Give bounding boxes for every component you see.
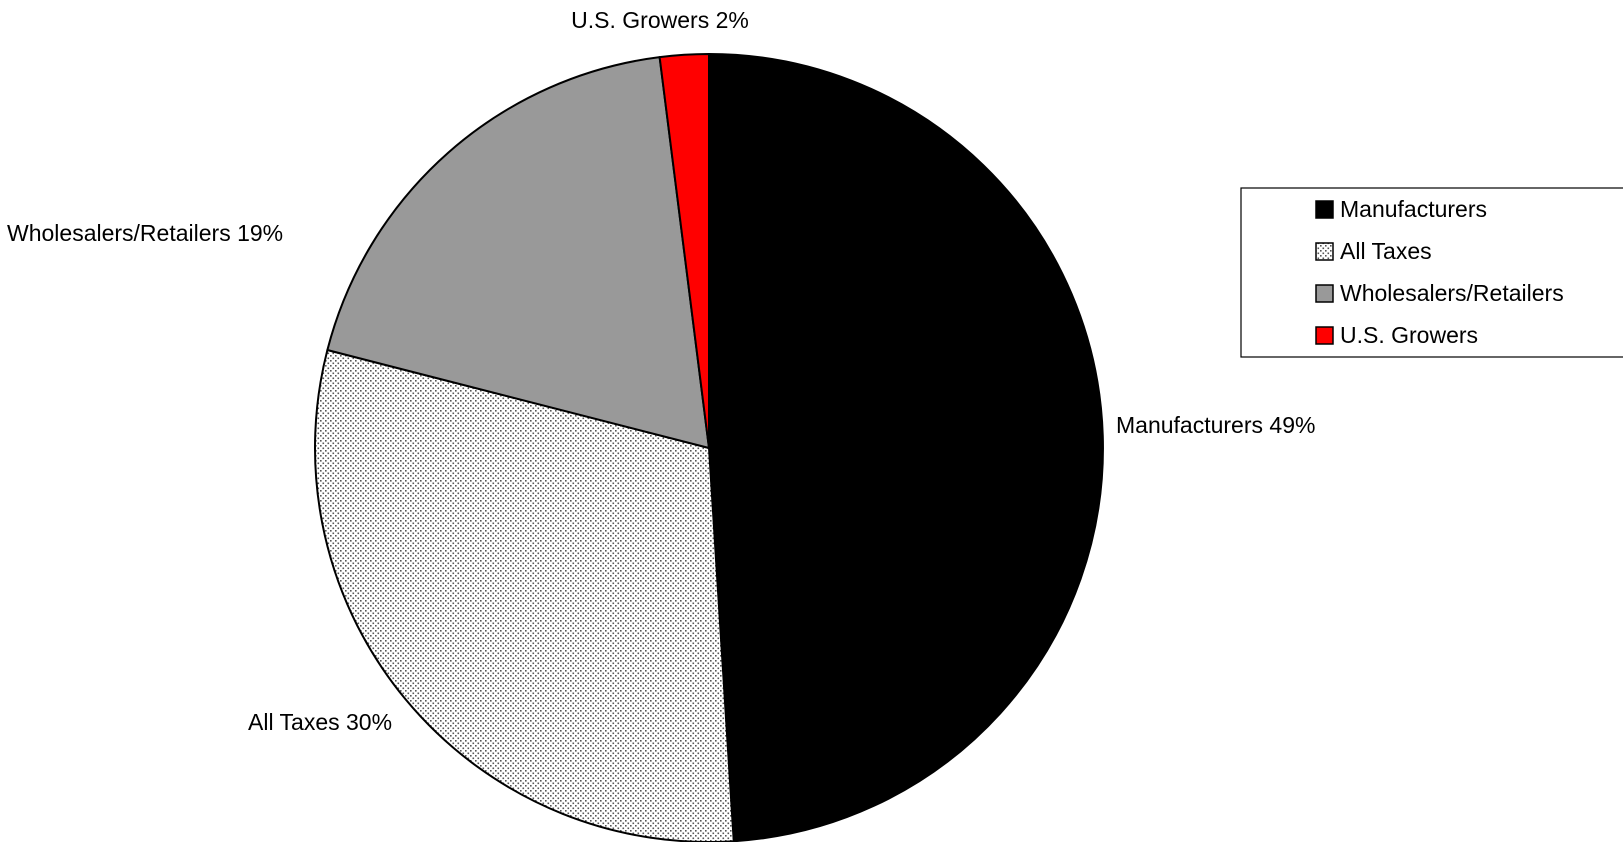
legend-label-manufacturers: Manufacturers [1340, 196, 1487, 222]
legend-swatch-all-taxes [1315, 242, 1334, 261]
pie-slice-wholesalers-retailers [326, 56, 710, 449]
legend: Manufacturers All Taxes Wholesalers/Retail… [1240, 187, 1623, 358]
data-label-wholesalers-retailers: Wholesalers/Retailers 19% [7, 220, 283, 246]
legend-swatch-wholesalers-retailers [1315, 284, 1334, 303]
legend-label-all-taxes: All Taxes [1340, 238, 1432, 264]
pie-data-labels: Manufacturers 49% All Taxes 30% Wholesaler… [7, 7, 1315, 735]
pie-slices [314, 53, 1104, 842]
legend-swatch-u-s-growers [1315, 326, 1334, 345]
pie-slice-u-s-growers [658, 53, 710, 449]
data-label-u-s-growers: U.S. Growers 2% [571, 7, 749, 33]
pie-slice-all-taxes [314, 349, 735, 842]
data-label-manufacturers: Manufacturers 49% [1116, 412, 1315, 438]
legend-box [1240, 187, 1623, 358]
legend-label-wholesalers-retailers: Wholesalers/Retailers [1340, 280, 1564, 306]
pie-slice-manufacturers [708, 53, 1104, 842]
legend-swatch-manufacturers [1315, 200, 1334, 219]
data-label-all-taxes: All Taxes 30% [248, 709, 392, 735]
legend-label-u-s-growers: U.S. Growers [1340, 322, 1478, 348]
